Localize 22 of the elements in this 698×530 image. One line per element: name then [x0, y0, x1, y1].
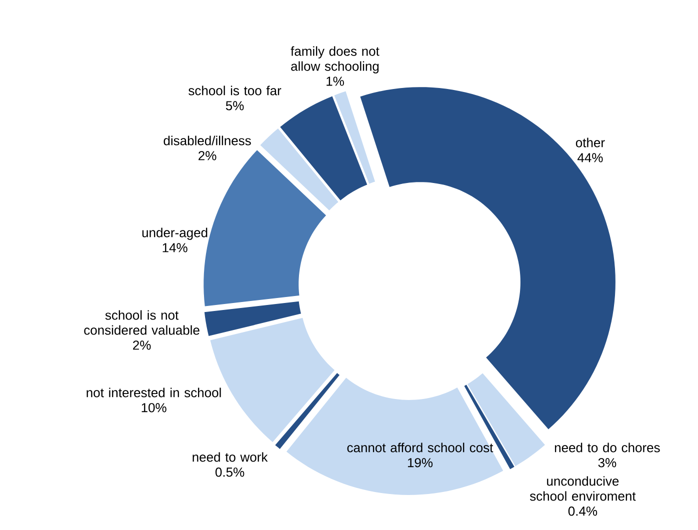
slice-label: under-aged — [142, 228, 208, 240]
slice-label: other — [576, 138, 605, 148]
data-label: 1% — [326, 76, 344, 86]
data-label: 14% — [162, 243, 188, 252]
data-label: 3% — [598, 458, 616, 468]
slice-label: school is too far — [188, 86, 282, 96]
data-label: 10% — [142, 403, 166, 412]
slice-label: disabled/illness — [164, 136, 251, 146]
slice-label: need to work — [192, 452, 268, 462]
data-label: 0.4% — [568, 506, 598, 516]
data-label: 2% — [198, 151, 216, 160]
data-label: 5% — [226, 101, 244, 110]
slice-label: need to do chores — [554, 442, 660, 452]
slice-label: family does not allow schooling — [290, 46, 380, 74]
slice-label: unconducive school enviroment — [530, 476, 636, 501]
data-label: 0.5% — [215, 468, 244, 477]
slice-label: school is not considered valuable — [84, 310, 200, 335]
slice-label: cannot afford school cost — [347, 442, 494, 452]
data-label: 44% — [577, 153, 603, 162]
data-label: 2% — [133, 340, 151, 350]
slice-label: not interested in school — [86, 388, 221, 398]
data-label: 19% — [408, 458, 433, 468]
